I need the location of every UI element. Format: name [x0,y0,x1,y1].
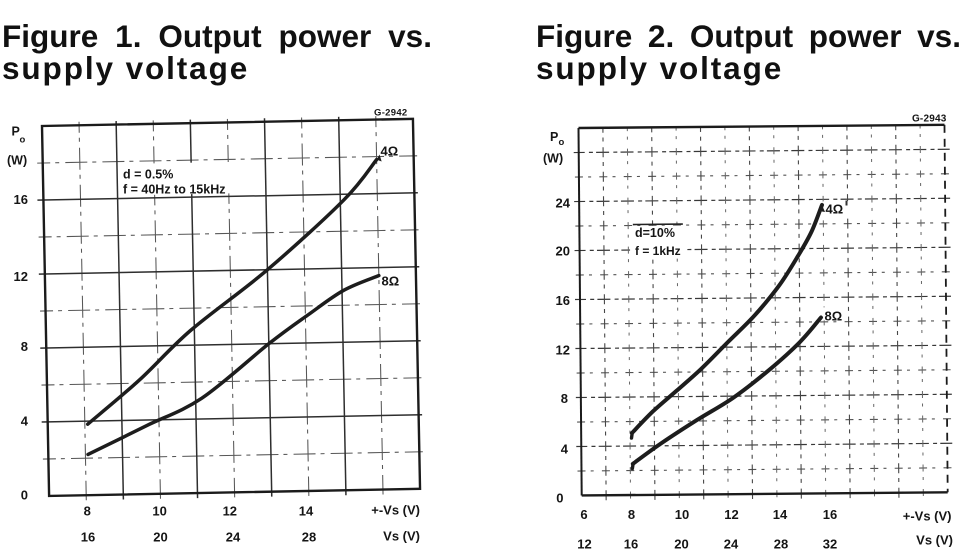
svg-text:4: 4 [21,414,29,429]
svg-text:0: 0 [21,488,28,503]
svg-text:G-2943: G-2943 [912,114,947,125]
svg-text:(W): (W) [7,154,27,168]
svg-text:32: 32 [823,537,837,552]
svg-text:24: 24 [226,530,241,545]
svg-text:12: 12 [724,507,738,522]
svg-text:8Ω: 8Ω [382,274,400,289]
svg-text:Vs (V): Vs (V) [383,529,420,544]
svg-text:0: 0 [556,491,563,506]
svg-text:+-Vs (V): +-Vs (V) [371,503,420,518]
svg-text:8: 8 [21,339,28,354]
svg-text:24: 24 [556,196,571,211]
svg-text:20: 20 [556,244,570,259]
svg-text:28: 28 [302,530,316,545]
svg-text:f = 40Hz to 15kHz: f = 40Hz to 15kHz [123,183,225,197]
svg-text:Vs (V): Vs (V) [916,533,953,548]
svg-text:8Ω: 8Ω [825,309,843,324]
svg-text:o: o [559,137,565,148]
svg-text:14: 14 [773,507,788,522]
svg-text:+-Vs (V): +-Vs (V) [903,509,952,524]
svg-text:(W): (W) [543,152,563,166]
svg-text:16: 16 [81,530,95,545]
svg-text:8: 8 [561,391,568,406]
svg-text:6: 6 [580,507,587,522]
svg-text:14: 14 [299,504,314,519]
svg-text:12: 12 [556,343,570,358]
svg-text:20: 20 [153,530,167,545]
svg-text:4Ω: 4Ω [381,144,399,159]
svg-text:24: 24 [724,537,739,552]
svg-text:d=10%: d=10% [635,226,675,240]
svg-text:12: 12 [14,269,28,284]
svg-text:o: o [20,135,26,146]
svg-text:4: 4 [561,442,569,457]
svg-text:8: 8 [628,507,635,522]
svg-text:4Ω: 4Ω [826,202,844,217]
svg-text:10: 10 [152,504,166,519]
svg-text:d = 0.5%: d = 0.5% [123,168,173,182]
svg-text:P: P [550,130,558,144]
svg-text:P: P [12,125,20,139]
svg-text:16: 16 [624,537,638,552]
svg-text:12: 12 [577,537,591,552]
svg-text:28: 28 [774,537,788,552]
svg-text:10: 10 [675,507,689,522]
svg-text:16: 16 [14,192,28,207]
svg-text:G-2942: G-2942 [374,108,408,119]
svg-text:20: 20 [674,537,688,552]
svg-text:16: 16 [556,293,570,308]
svg-text:16: 16 [823,507,837,522]
svg-text:8: 8 [84,504,91,519]
svg-text:12: 12 [223,504,237,519]
svg-text:f = 1kHz: f = 1kHz [635,244,681,258]
